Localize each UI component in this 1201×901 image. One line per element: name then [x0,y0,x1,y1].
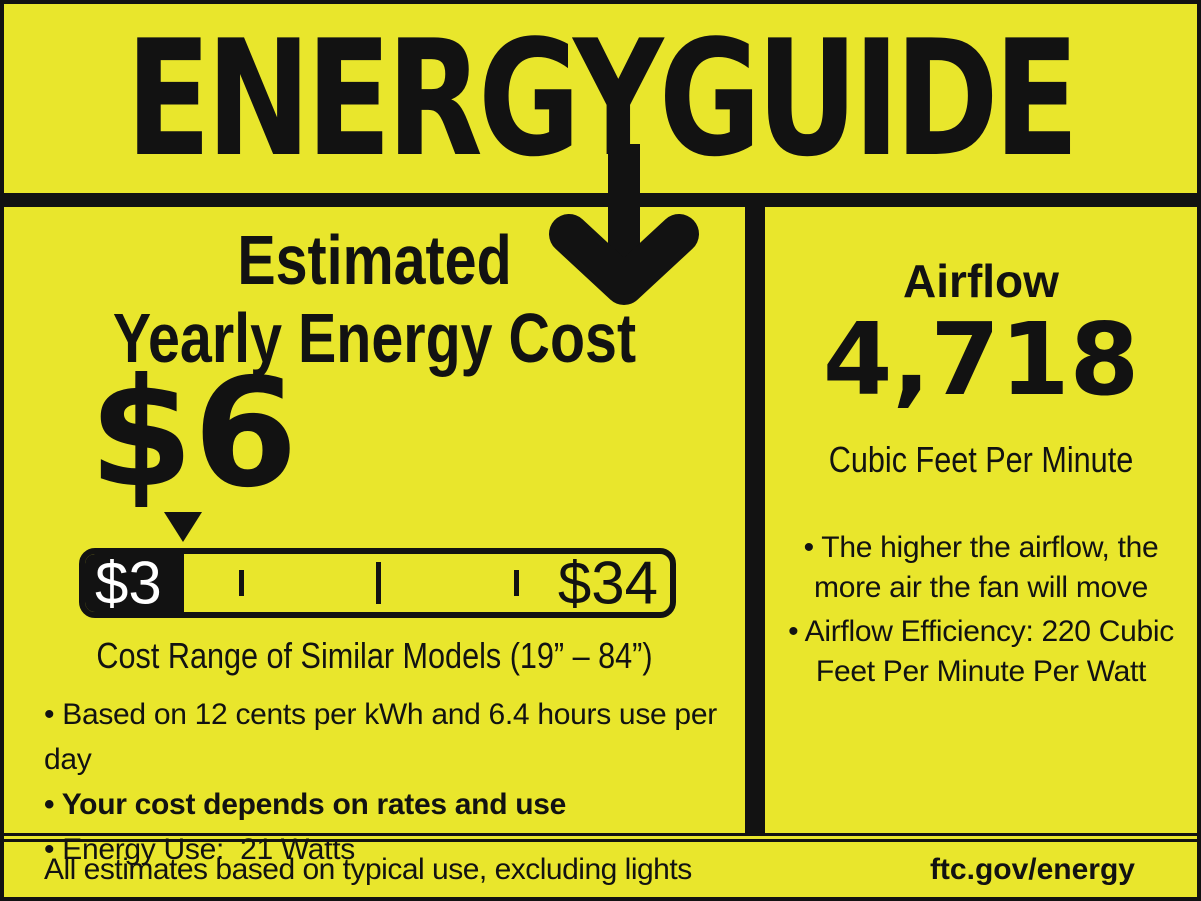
note-text: Energy Use: 21 Watts [62,833,355,866]
cost-heading-line1: Estimated [237,221,512,299]
cost-heading-line2: Yearly Energy Cost [112,299,637,377]
note-text: The higher the airflow, the [821,531,1159,564]
footer-divider [4,833,1197,842]
footer-disclaimer: All estimates based on typical use, excl… [44,852,692,886]
cost-heading: Estimated Yearly Energy Cost [71,221,679,377]
note-line: more air the fan will move [814,571,1148,604]
note-line: • Airflow Efficiency: 220 Cubic [765,612,1197,652]
ftc-url: ftc.gov/energy [929,852,1135,886]
note-text: Your cost depends on rates and use [61,788,567,821]
airflow-heading: Airflow [903,255,1059,307]
cost-pointer-triangle-icon [164,512,202,542]
scale-tick [376,562,381,604]
bullet-icon: • [803,531,815,564]
scale-tick [239,570,244,596]
airflow-unit: Cubic Feet Per Minute [828,439,1134,480]
list-item: • Energy Use: 21 Watts [44,827,745,872]
note-text: Airflow Efficiency: 220 Cubic [804,615,1175,648]
list-item: • Your cost depends on rates and use [44,782,745,827]
down-arrow-icon [549,144,699,305]
header: ENERGYGUIDE [4,4,1197,193]
cost-range-scale: $3 $34 [79,548,676,618]
bullet-icon: • [44,698,55,731]
airflow-panel: Airflow 4,718 Cubic Feet Per Minute • Th… [765,207,1197,833]
energyguide-logo: ENERGYGUIDE [126,4,1079,192]
panel-divider [745,207,765,833]
list-item: • Airflow Efficiency: 220 Cubic Feet Per… [765,612,1197,692]
airflow-value: 4,718 [822,301,1140,418]
energy-cost-panel: Estimated Yearly Energy Cost $6 $3 $34 C… [4,207,745,866]
list-item: • The higher the airflow, the more air t… [765,528,1197,608]
cost-notes-list: • Based on 12 cents per kWh and 6.4 hour… [44,692,745,872]
footer: All estimates based on typical use, excl… [4,842,1197,897]
yearly-cost-value: $6 [89,347,298,521]
scale-fill [85,554,184,612]
bullet-icon: • [788,615,799,648]
scale-max-label: $34 [557,549,658,617]
note-line: • The higher the airflow, the [765,528,1197,568]
scale-min-label: $3 [95,549,162,617]
note-line: Feet Per Minute Per Watt [815,655,1147,688]
airflow-notes-list: • The higher the airflow, the more air t… [765,528,1197,692]
bullet-icon: • [44,833,55,866]
list-item: • Based on 12 cents per kWh and 6.4 hour… [44,692,745,782]
scale-tick [514,570,519,596]
note-text: Based on 12 cents per kWh and 6.4 hours … [44,698,725,776]
cost-range-caption: Cost Range of Similar Models (19” – 84”) [96,635,653,676]
main-content: Estimated Yearly Energy Cost $6 $3 $34 C… [4,207,1197,866]
bullet-icon: • [44,788,55,821]
header-divider [4,193,1197,207]
